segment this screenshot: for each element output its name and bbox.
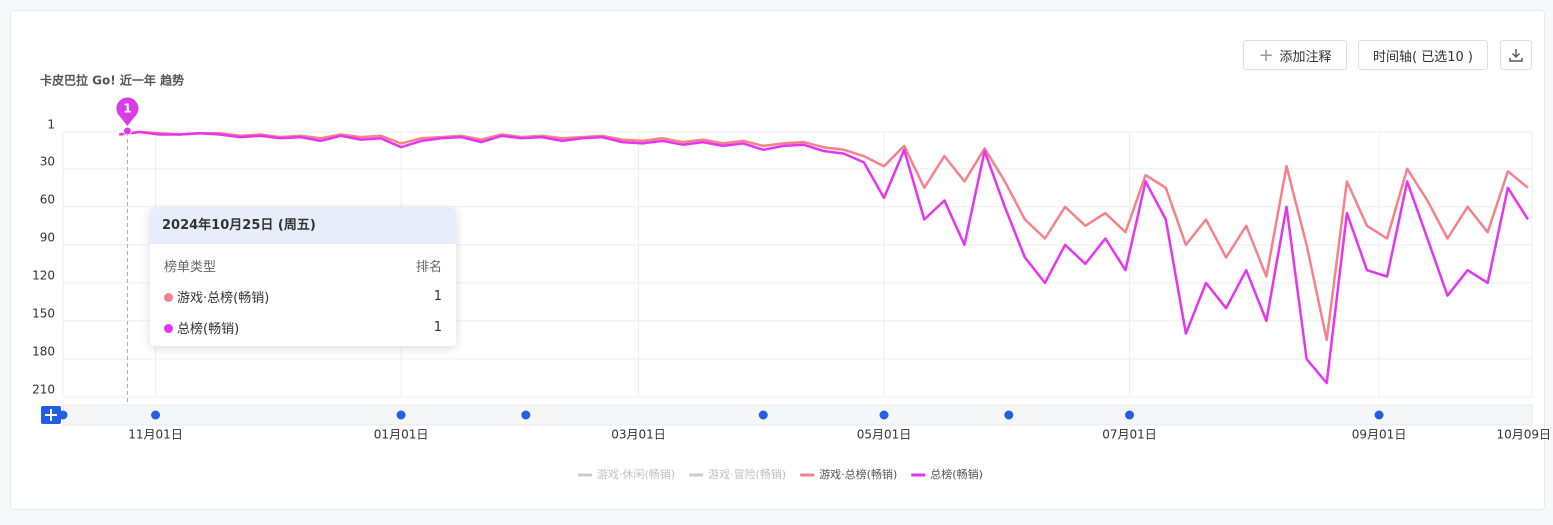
tooltip-date: 2024年10月25日 (周五) [150, 208, 456, 244]
tooltip-value: 1 [433, 320, 442, 335]
tooltip-dot [164, 324, 173, 333]
tooltip-col: 排名 [415, 260, 442, 275]
tooltip-dot [164, 293, 173, 302]
tooltip: 2024年10月25日 (周五) 榜单类型 排名 游戏·总榜(畅销) 1 总榜(畅销… [150, 208, 456, 346]
tooltip-value: 1 [433, 289, 442, 304]
button-label: 时间轴( 已选10 ) [1373, 49, 1473, 65]
tooltip-series: 总榜(畅销) [177, 322, 240, 337]
tooltip-col: 榜单类型 [164, 260, 217, 275]
add-note-button[interactable]: + 添加注释 [1243, 40, 1347, 70]
download-icon [1509, 49, 1523, 62]
download-button[interactable] [1500, 40, 1532, 70]
timeline-button[interactable]: 时间轴( 已选10 ) [1358, 40, 1488, 70]
tooltip-series: 游戏·总榜(畅销) [177, 291, 270, 306]
button-label: 添加注释 [1279, 49, 1332, 65]
